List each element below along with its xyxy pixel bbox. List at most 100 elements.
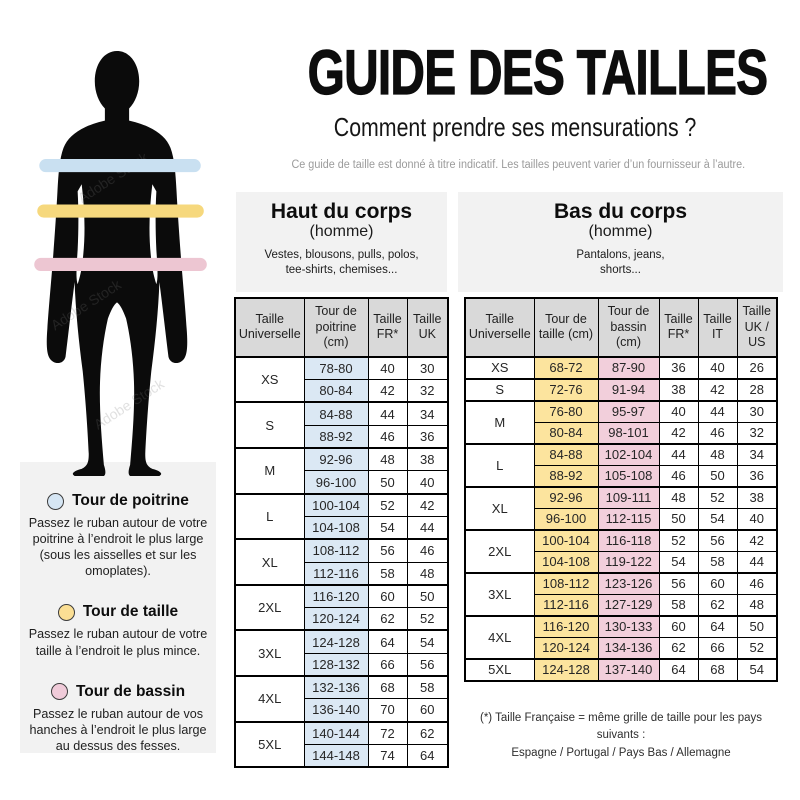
table-row: L 84-88 102-104 44 48 34 xyxy=(464,442,778,488)
value-cell: 50 xyxy=(658,507,699,531)
value-cell: 58 xyxy=(367,561,408,586)
value-cell: 40 xyxy=(697,355,738,380)
value-cell: 58 xyxy=(697,550,738,574)
value-cell: 60 xyxy=(658,614,699,638)
value-cell: 100-104 xyxy=(303,492,369,517)
value-cell: 40 xyxy=(736,507,778,531)
table-row: 80-84 42 32 xyxy=(235,379,449,403)
value-cell: 120-124 xyxy=(303,607,369,631)
page-title: GUIDE DES TAILLES xyxy=(307,38,768,108)
column-header: Taille FR* xyxy=(367,297,408,358)
value-cell: 52 xyxy=(406,607,449,631)
value-cell: 58 xyxy=(406,675,449,700)
value-cell: 104-108 xyxy=(303,515,369,540)
value-cell: 92-96 xyxy=(533,485,599,509)
value-cell: 62 xyxy=(406,720,449,745)
value-cell: 84-88 xyxy=(303,401,369,426)
page-header: GUIDE DES TAILLES Comment prendre ses me… xyxy=(235,38,795,143)
table-row: XS 78-80 40 30 xyxy=(234,355,449,403)
column-header: Taille IT xyxy=(697,297,738,358)
table-row: 3XL 124-128 64 54 xyxy=(234,629,449,677)
table-row: S 84-88 44 34 xyxy=(234,401,449,449)
table-row: XL 108-112 56 46 xyxy=(234,538,449,586)
value-cell: 54 xyxy=(406,629,449,654)
table-row: 4XL 116-120 130-133 60 64 50 xyxy=(464,614,778,660)
size-label-cell: 5XL xyxy=(464,657,535,682)
watermark-text: Adobe Stock xyxy=(91,375,168,433)
value-cell: 46 xyxy=(736,571,778,595)
disclaimer-text: Ce guide de taille est donné à titre ind… xyxy=(291,159,745,171)
lower-body-section-header: Bas du corps (homme) Pantalons, jeans, s… xyxy=(458,192,783,292)
value-cell: 72-76 xyxy=(533,377,599,402)
value-cell: 44 xyxy=(367,401,408,426)
legend-description: Passez le ruban autour de votre poitrine… xyxy=(28,516,208,579)
value-cell: 48 xyxy=(697,442,738,466)
value-cell: 116-118 xyxy=(597,528,660,552)
table-row: S 72-76 91-94 38 42 28 xyxy=(464,377,778,402)
value-cell: 30 xyxy=(406,355,449,381)
table-row: 104-108 119-122 54 58 44 xyxy=(465,550,778,574)
value-cell: 42 xyxy=(406,492,449,517)
section-subtitle: (homme) xyxy=(588,223,653,241)
value-cell: 46 xyxy=(367,424,408,449)
column-header: Taille UK xyxy=(406,297,449,358)
value-cell: 64 xyxy=(658,657,699,682)
table-row: 5XL 140-144 72 62 xyxy=(234,720,449,768)
value-cell: 48 xyxy=(736,593,778,617)
size-label-cell: S xyxy=(464,377,535,402)
value-cell: 96-100 xyxy=(303,470,369,495)
value-cell: 56 xyxy=(406,652,449,677)
table-row: 128-132 66 56 xyxy=(235,652,449,677)
value-cell: 76-80 xyxy=(533,399,599,423)
size-label-cell: 5XL xyxy=(234,720,305,768)
value-cell: 52 xyxy=(697,485,738,509)
value-cell: 38 xyxy=(658,377,699,402)
value-cell: 78-80 xyxy=(303,355,369,381)
column-header: Taille Universelle xyxy=(464,297,535,358)
value-cell: 92-96 xyxy=(303,447,369,472)
value-cell: 128-132 xyxy=(303,652,369,677)
column-header: Tour de bassin (cm) xyxy=(597,297,660,358)
value-cell: 40 xyxy=(367,355,408,381)
value-cell: 60 xyxy=(697,571,738,595)
section-title: Bas du corps xyxy=(553,200,688,223)
value-cell: 88-92 xyxy=(533,464,599,488)
value-cell: 96-100 xyxy=(533,507,599,531)
value-cell: 52 xyxy=(367,492,408,517)
value-cell: 52 xyxy=(658,528,699,552)
value-cell: 80-84 xyxy=(303,379,369,403)
value-cell: 62 xyxy=(697,593,738,617)
size-label-cell: 2XL xyxy=(234,583,305,631)
hips-circle-icon xyxy=(50,683,68,701)
value-cell: 62 xyxy=(658,636,699,660)
table-row: 120-124 134-136 62 66 52 xyxy=(465,636,778,660)
value-cell: 44 xyxy=(697,399,738,423)
value-cell: 112-116 xyxy=(303,561,369,586)
value-cell: 34 xyxy=(736,442,778,466)
value-cell: 68 xyxy=(367,675,408,700)
size-label-cell: 4XL xyxy=(464,614,535,660)
size-label-cell: XS xyxy=(464,355,535,380)
value-cell: 109-111 xyxy=(597,485,660,509)
column-header: Taille UK / US xyxy=(736,297,778,358)
table-row: 2XL 116-120 60 50 xyxy=(234,583,449,631)
value-cell: 42 xyxy=(736,528,778,552)
value-cell: 40 xyxy=(658,399,699,423)
value-cell: 134-136 xyxy=(597,636,660,660)
table-row: XS 68-72 87-90 36 40 26 xyxy=(464,355,778,380)
section-title: Haut du corps xyxy=(270,200,413,223)
size-label-cell: L xyxy=(234,492,305,540)
value-cell: 44 xyxy=(406,515,449,540)
value-cell: 132-136 xyxy=(303,675,369,700)
value-cell: 87-90 xyxy=(597,355,660,380)
section-subtitle: (homme) xyxy=(309,223,374,241)
size-label-cell: 4XL xyxy=(234,675,305,723)
value-cell: 56 xyxy=(658,571,699,595)
section-description: Vestes, blousons, pulls, polos, tee-shir… xyxy=(264,249,419,277)
value-cell: 116-120 xyxy=(533,614,599,638)
value-cell: 72 xyxy=(367,720,408,745)
value-cell: 54 xyxy=(697,507,738,531)
value-cell: 42 xyxy=(697,377,738,402)
value-cell: 136-140 xyxy=(303,698,369,723)
value-cell: 130-133 xyxy=(597,614,660,638)
